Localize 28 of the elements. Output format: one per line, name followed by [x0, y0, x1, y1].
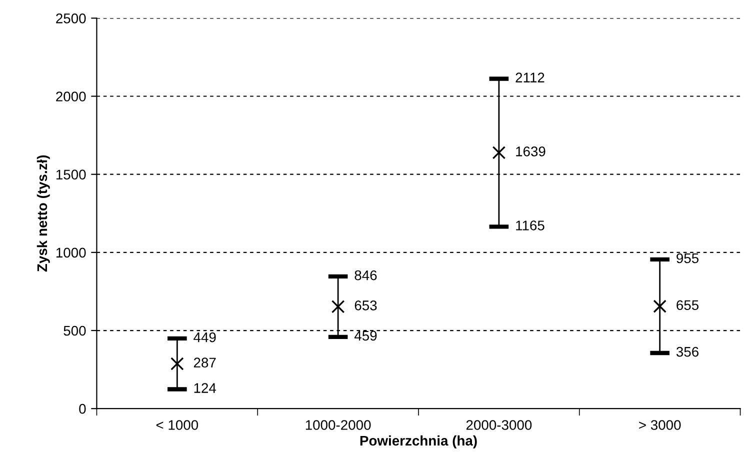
- annotation: 459: [354, 330, 377, 341]
- x-tick-label: 1000-2000: [306, 420, 371, 430]
- y-tick-label: 0: [79, 404, 86, 414]
- point: [653, 300, 666, 313]
- x-tick-label: 2000-3000: [466, 420, 532, 430]
- data-label: 287: [194, 358, 216, 368]
- y-tick-label: 2000: [56, 92, 86, 102]
- y-tick-label: 1500: [56, 170, 86, 180]
- annotation: 356: [676, 346, 698, 357]
- y-tick-label: 1000: [56, 248, 86, 258]
- point: [331, 300, 345, 314]
- x-axis-title: Powierzchnia (ha): [360, 435, 477, 448]
- point: [492, 146, 506, 160]
- annotation: 955: [676, 253, 699, 264]
- annotation: 846: [354, 270, 377, 280]
- y-axis-title: Zysk netto (tys.zł): [36, 155, 50, 272]
- annotation: 449: [194, 332, 216, 342]
- annotation: 124: [194, 383, 216, 393]
- data-label: 655: [676, 300, 699, 310]
- data-label: 653: [354, 300, 377, 310]
- x-tick-label: > 3000: [639, 420, 681, 430]
- y-tick-label: 2500: [56, 13, 86, 24]
- annotation: 2112: [516, 72, 544, 82]
- y-tick-label: 500: [64, 326, 86, 336]
- annotation: 1165: [516, 220, 544, 230]
- data-label: 1639: [516, 146, 546, 156]
- x-tick-label: < 1000: [156, 420, 198, 430]
- point: [170, 357, 184, 370]
